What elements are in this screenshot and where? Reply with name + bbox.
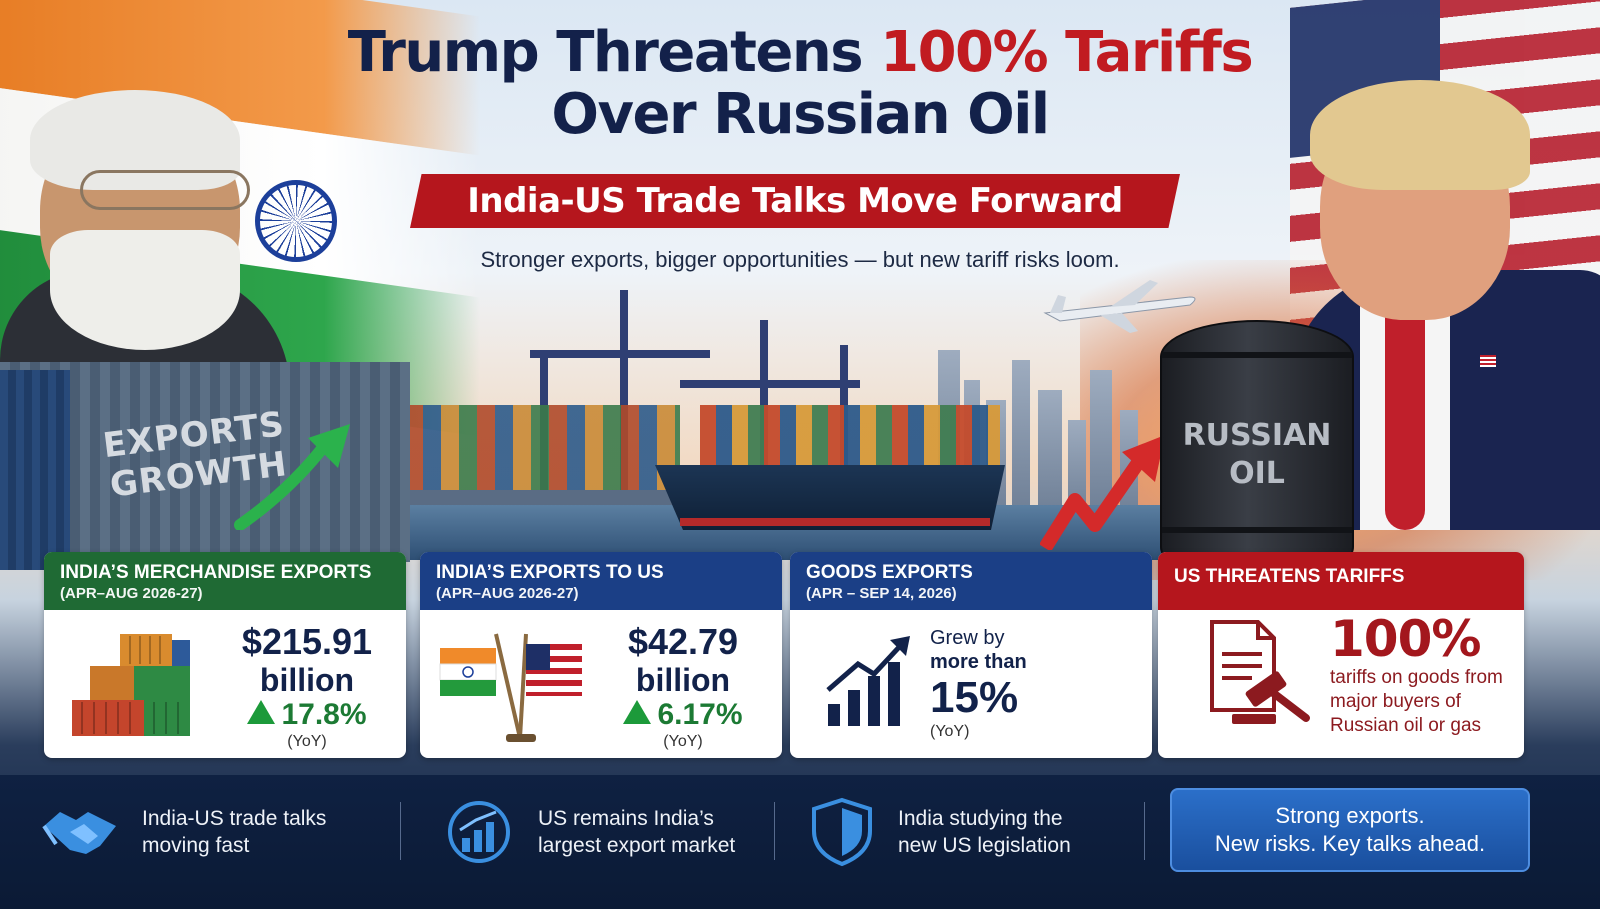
up-triangle-icon bbox=[247, 700, 276, 724]
footer-item-trade-talks: India-US trade talks moving fast bbox=[40, 800, 326, 864]
footer-text-line2: new US legislation bbox=[898, 834, 1071, 857]
card-yoy: (YoY) bbox=[287, 733, 327, 750]
bar-growth-icon bbox=[448, 801, 510, 863]
growth-percent: 15% bbox=[930, 673, 1019, 722]
shipping-container bbox=[0, 362, 410, 570]
container-stacks bbox=[405, 405, 680, 495]
card-value: $42.79 bbox=[627, 621, 739, 662]
summary-line1: Strong exports. bbox=[1275, 803, 1425, 828]
footer-text-line2: moving fast bbox=[142, 834, 250, 857]
airplane-icon bbox=[1043, 280, 1196, 333]
card-period: (APR – SEP 14, 2026) bbox=[806, 585, 957, 602]
card-period: (APR–AUG 2026-27) bbox=[436, 585, 579, 602]
headline: Trump Threatens 100% Tariffs Over Russia… bbox=[0, 22, 1600, 146]
oil-barrel: RUSSIAN OIL bbox=[1160, 320, 1354, 584]
card-title: INDIA’S EXPORTS TO US bbox=[436, 562, 664, 583]
footer-item-export-market: US remains India’s largest export market bbox=[444, 800, 735, 864]
card-yoy: (YoY) bbox=[930, 723, 970, 740]
card-title: GOODS EXPORTS bbox=[806, 562, 973, 583]
footer-text-line2: largest export market bbox=[538, 834, 736, 857]
footer-text-line1: US remains India’s bbox=[538, 807, 714, 830]
red-up-arrow-icon bbox=[1040, 435, 1165, 550]
ship-cargo bbox=[700, 405, 1000, 475]
card-title: INDIA’S MERCHANDISE EXPORTS bbox=[60, 562, 372, 583]
handshake-icon bbox=[42, 812, 116, 854]
divider bbox=[774, 802, 775, 860]
headline-highlight: 100% Tariffs bbox=[880, 20, 1254, 85]
port-crane-2 bbox=[680, 380, 860, 388]
card-title: US THREATENS TARIFFS bbox=[1174, 566, 1405, 587]
card-yoy: (YoY) bbox=[663, 733, 703, 750]
card-value: $215.91 bbox=[241, 621, 373, 662]
shield-icon bbox=[812, 797, 872, 867]
subtitle: Stronger exports, bigger opportunities —… bbox=[480, 247, 1120, 272]
stat-card-goods-exports: GOODS EXPORTS (APR – SEP 14, 2026) bbox=[790, 552, 1152, 758]
pier bbox=[405, 490, 695, 506]
headline-line2: Over Russian Oil bbox=[551, 82, 1050, 147]
shipping-containers-icon bbox=[72, 634, 190, 736]
flag-pin-icon bbox=[1480, 355, 1496, 367]
footer-text-line1: India-US trade talks bbox=[142, 807, 327, 830]
grew-by-label: Grew by bbox=[930, 627, 1005, 649]
card-change: 6.17% bbox=[657, 698, 743, 731]
card-unit: billion bbox=[635, 662, 731, 698]
stat-card-merchandise-exports: INDIA’S MERCHANDISE EXPORTS (APR–AUG 202… bbox=[44, 552, 406, 758]
summary-line2: New risks. Key talks ahead. bbox=[1214, 831, 1486, 856]
card-change: 17.8% bbox=[281, 698, 367, 731]
up-triangle-icon bbox=[623, 700, 652, 724]
divider bbox=[1144, 802, 1145, 860]
green-up-arrow-icon bbox=[234, 424, 350, 530]
ashoka-chakra-icon bbox=[255, 180, 337, 262]
card-period: (APR–AUG 2026-27) bbox=[60, 585, 203, 602]
tariff-details: 100% tariffs on goods from major buyers … bbox=[1330, 612, 1520, 738]
divider bbox=[400, 802, 401, 860]
more-than-label: more than bbox=[930, 651, 1027, 673]
tariff-percent: 100% bbox=[1330, 610, 1481, 668]
barrel-label-line2: OIL bbox=[1229, 456, 1285, 491]
summary-callout: Strong exports. New risks. Key talks ahe… bbox=[1170, 788, 1530, 872]
growth-chart-icon bbox=[826, 636, 910, 726]
barrel-label-line1: RUSSIAN bbox=[1182, 418, 1332, 453]
tariff-description: tariffs on goods from major buyers of Ru… bbox=[1330, 667, 1503, 736]
headline-part1: Trump Threatens bbox=[347, 20, 881, 85]
gavel-document-icon bbox=[1210, 620, 1310, 724]
stat-card-us-tariffs: US THREATENS TARIFFS bbox=[1158, 552, 1524, 758]
banner: India-US Trade Talks Move Forward bbox=[410, 174, 1180, 228]
stat-card-exports-to-us: INDIA’S EXPORTS TO US (APR–AUG 2026-27) … bbox=[420, 552, 782, 758]
footer-text-line1: India studying the bbox=[898, 807, 1063, 830]
india-us-flags-icon bbox=[439, 633, 582, 742]
footer-item-legislation: India studying the new US legislation bbox=[810, 797, 1071, 867]
goods-exports-growth: Grew by more than 15% (YoY) bbox=[930, 626, 1027, 742]
card-unit: billion bbox=[259, 662, 355, 698]
